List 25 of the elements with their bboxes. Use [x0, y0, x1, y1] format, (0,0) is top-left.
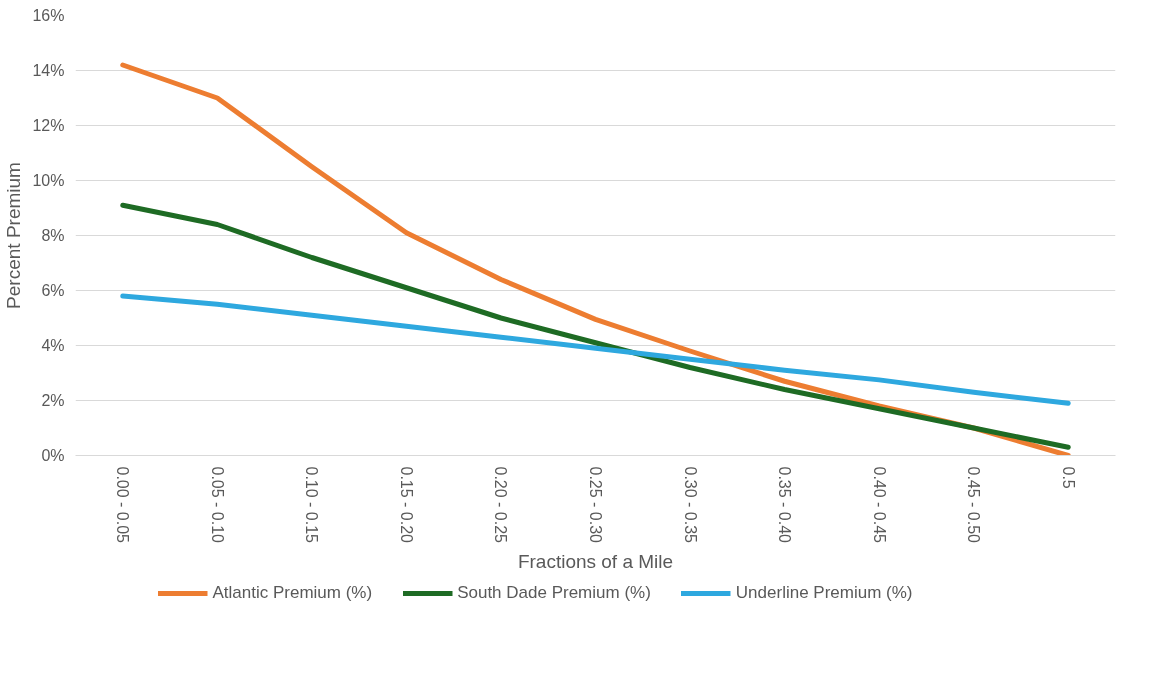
- x-tick-label: 0.40 - 0.45: [870, 466, 888, 544]
- y-axis-title: Percent Premium: [3, 162, 25, 309]
- x-tick-label: 0.05 - 0.10: [208, 466, 226, 544]
- y-tick-label: 8%: [41, 227, 65, 244]
- y-tick-label: 12%: [32, 117, 65, 134]
- y-tick-label: 10%: [32, 172, 65, 189]
- legend-label: South Dade Premium (%): [457, 583, 651, 603]
- legend-label: Underline Premium (%): [735, 583, 913, 603]
- legend-label: Atlantic Premium (%): [212, 583, 373, 603]
- y-tick-label: 6%: [41, 282, 65, 299]
- y-tick-label: 14%: [32, 62, 65, 79]
- y-tick-label: 16%: [32, 7, 65, 24]
- x-axis-title: Fractions of a Mile: [517, 551, 674, 572]
- x-tick-label: 0.15 - 0.20: [397, 466, 415, 544]
- x-tick-label: 0.20 - 0.25: [492, 466, 510, 544]
- y-tick-label: 2%: [41, 392, 65, 409]
- x-tick-label: 0.5: [1059, 466, 1077, 489]
- y-tick-label: 0%: [41, 447, 65, 464]
- y-tick-label: 4%: [41, 337, 65, 354]
- x-tick-label: 0.45 - 0.50: [965, 466, 983, 544]
- x-tick-label: 0.30 - 0.35: [681, 466, 699, 544]
- x-tick-label: 0.00 - 0.05: [114, 466, 132, 544]
- x-tick-label: 0.35 - 0.40: [776, 466, 794, 544]
- x-tick-label: 0.10 - 0.15: [303, 466, 321, 544]
- x-tick-label: 0.25 - 0.30: [587, 466, 604, 544]
